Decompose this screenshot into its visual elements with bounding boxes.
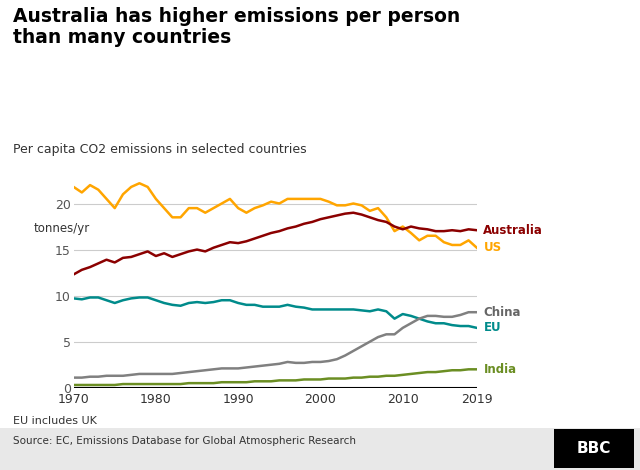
Text: EU: EU [483,321,501,334]
Text: US: US [483,241,502,254]
Text: Per capita CO2 emissions in selected countries: Per capita CO2 emissions in selected cou… [13,143,307,157]
Text: tonnes/yr: tonnes/yr [33,222,90,235]
Text: India: India [483,363,516,376]
Text: Australia has higher emissions per person
than many countries: Australia has higher emissions per perso… [13,7,460,47]
Text: BBC: BBC [577,441,611,456]
Text: Source: EC, Emissions Database for Global Atmospheric Research: Source: EC, Emissions Database for Globa… [13,436,356,446]
Text: Australia: Australia [483,224,543,237]
Text: EU includes UK: EU includes UK [13,416,97,426]
Text: China: China [483,306,521,319]
